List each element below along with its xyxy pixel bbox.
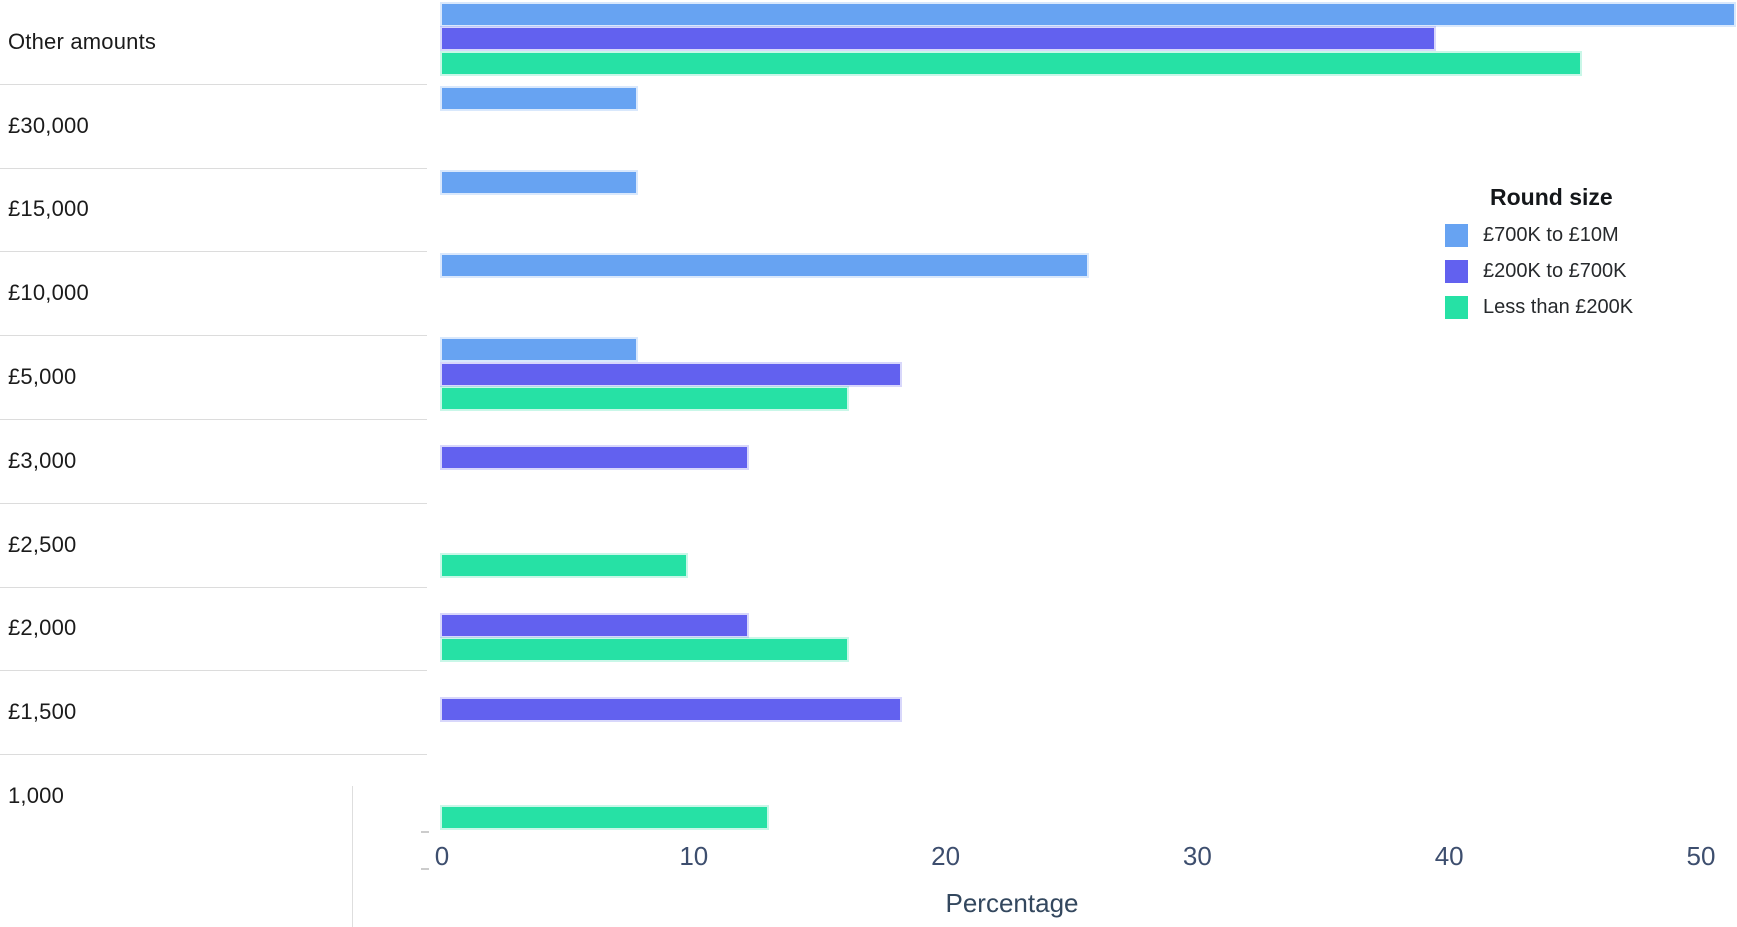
legend-item: £200K to £700K bbox=[1445, 260, 1633, 283]
left-edge-line bbox=[352, 786, 353, 927]
x-tick-label: 40 bbox=[1434, 841, 1464, 871]
legend-swatch bbox=[1445, 224, 1468, 247]
legend: Round size £700K to £10M £200K to £700K Le… bbox=[1445, 184, 1633, 319]
category-label: £10,000 bbox=[8, 280, 89, 306]
bar bbox=[440, 2, 1736, 27]
legend-swatch bbox=[1445, 260, 1468, 283]
category-label: Other amounts bbox=[8, 28, 157, 54]
bar bbox=[439, 385, 850, 411]
row-divider bbox=[0, 84, 427, 85]
row-divider bbox=[0, 670, 427, 671]
row-divider bbox=[0, 251, 427, 252]
axis-end-tick-mark bbox=[421, 868, 429, 870]
category-label: £2,500 bbox=[8, 531, 77, 557]
bar bbox=[440, 253, 1089, 279]
bar bbox=[439, 637, 850, 663]
bar bbox=[439, 50, 1583, 76]
category-label: 1,000 bbox=[8, 783, 65, 809]
legend-title: Round size bbox=[1490, 184, 1613, 210]
legend-item-label: £700K to £10M bbox=[1483, 224, 1619, 246]
legend-item: £700K to £10M bbox=[1445, 224, 1633, 247]
row-divider bbox=[0, 419, 427, 420]
legend-item: Less than £200K bbox=[1445, 296, 1633, 319]
legend-item-label: Less than £200K bbox=[1483, 296, 1634, 318]
legend-item-label: £200K to £700K bbox=[1483, 260, 1627, 282]
category-label: £15,000 bbox=[8, 196, 89, 222]
row-divider bbox=[0, 335, 427, 336]
category-label: £3,000 bbox=[8, 447, 77, 473]
category-label: £1,500 bbox=[8, 699, 77, 725]
bar bbox=[439, 553, 689, 579]
bar bbox=[440, 169, 638, 195]
x-axis-title: Percentage bbox=[945, 888, 1079, 918]
row-divider bbox=[0, 754, 427, 755]
category-label: £5,000 bbox=[8, 364, 77, 390]
bar bbox=[439, 696, 903, 722]
bar bbox=[440, 337, 638, 363]
row-divider bbox=[0, 168, 427, 169]
x-tick-label: 30 bbox=[1182, 841, 1212, 871]
bar bbox=[440, 612, 749, 638]
bar bbox=[439, 361, 903, 387]
x-tick-label: 10 bbox=[679, 841, 709, 871]
legend-swatch bbox=[1445, 296, 1468, 319]
category-label: £2,000 bbox=[8, 615, 77, 641]
row-divider bbox=[0, 587, 427, 588]
x-tick-label: 0 bbox=[434, 841, 450, 871]
axis-end-tick-mark bbox=[421, 831, 429, 833]
row-divider bbox=[0, 503, 427, 504]
bar bbox=[440, 85, 638, 111]
x-tick-label: 20 bbox=[931, 841, 961, 871]
category-label: £30,000 bbox=[8, 112, 89, 138]
bar bbox=[440, 445, 749, 471]
bar bbox=[439, 26, 1437, 52]
x-tick-label: 50 bbox=[1686, 841, 1716, 871]
legend-items: £700K to £10M £200K to £700K Less than £20… bbox=[1445, 224, 1633, 319]
bar bbox=[440, 804, 769, 830]
